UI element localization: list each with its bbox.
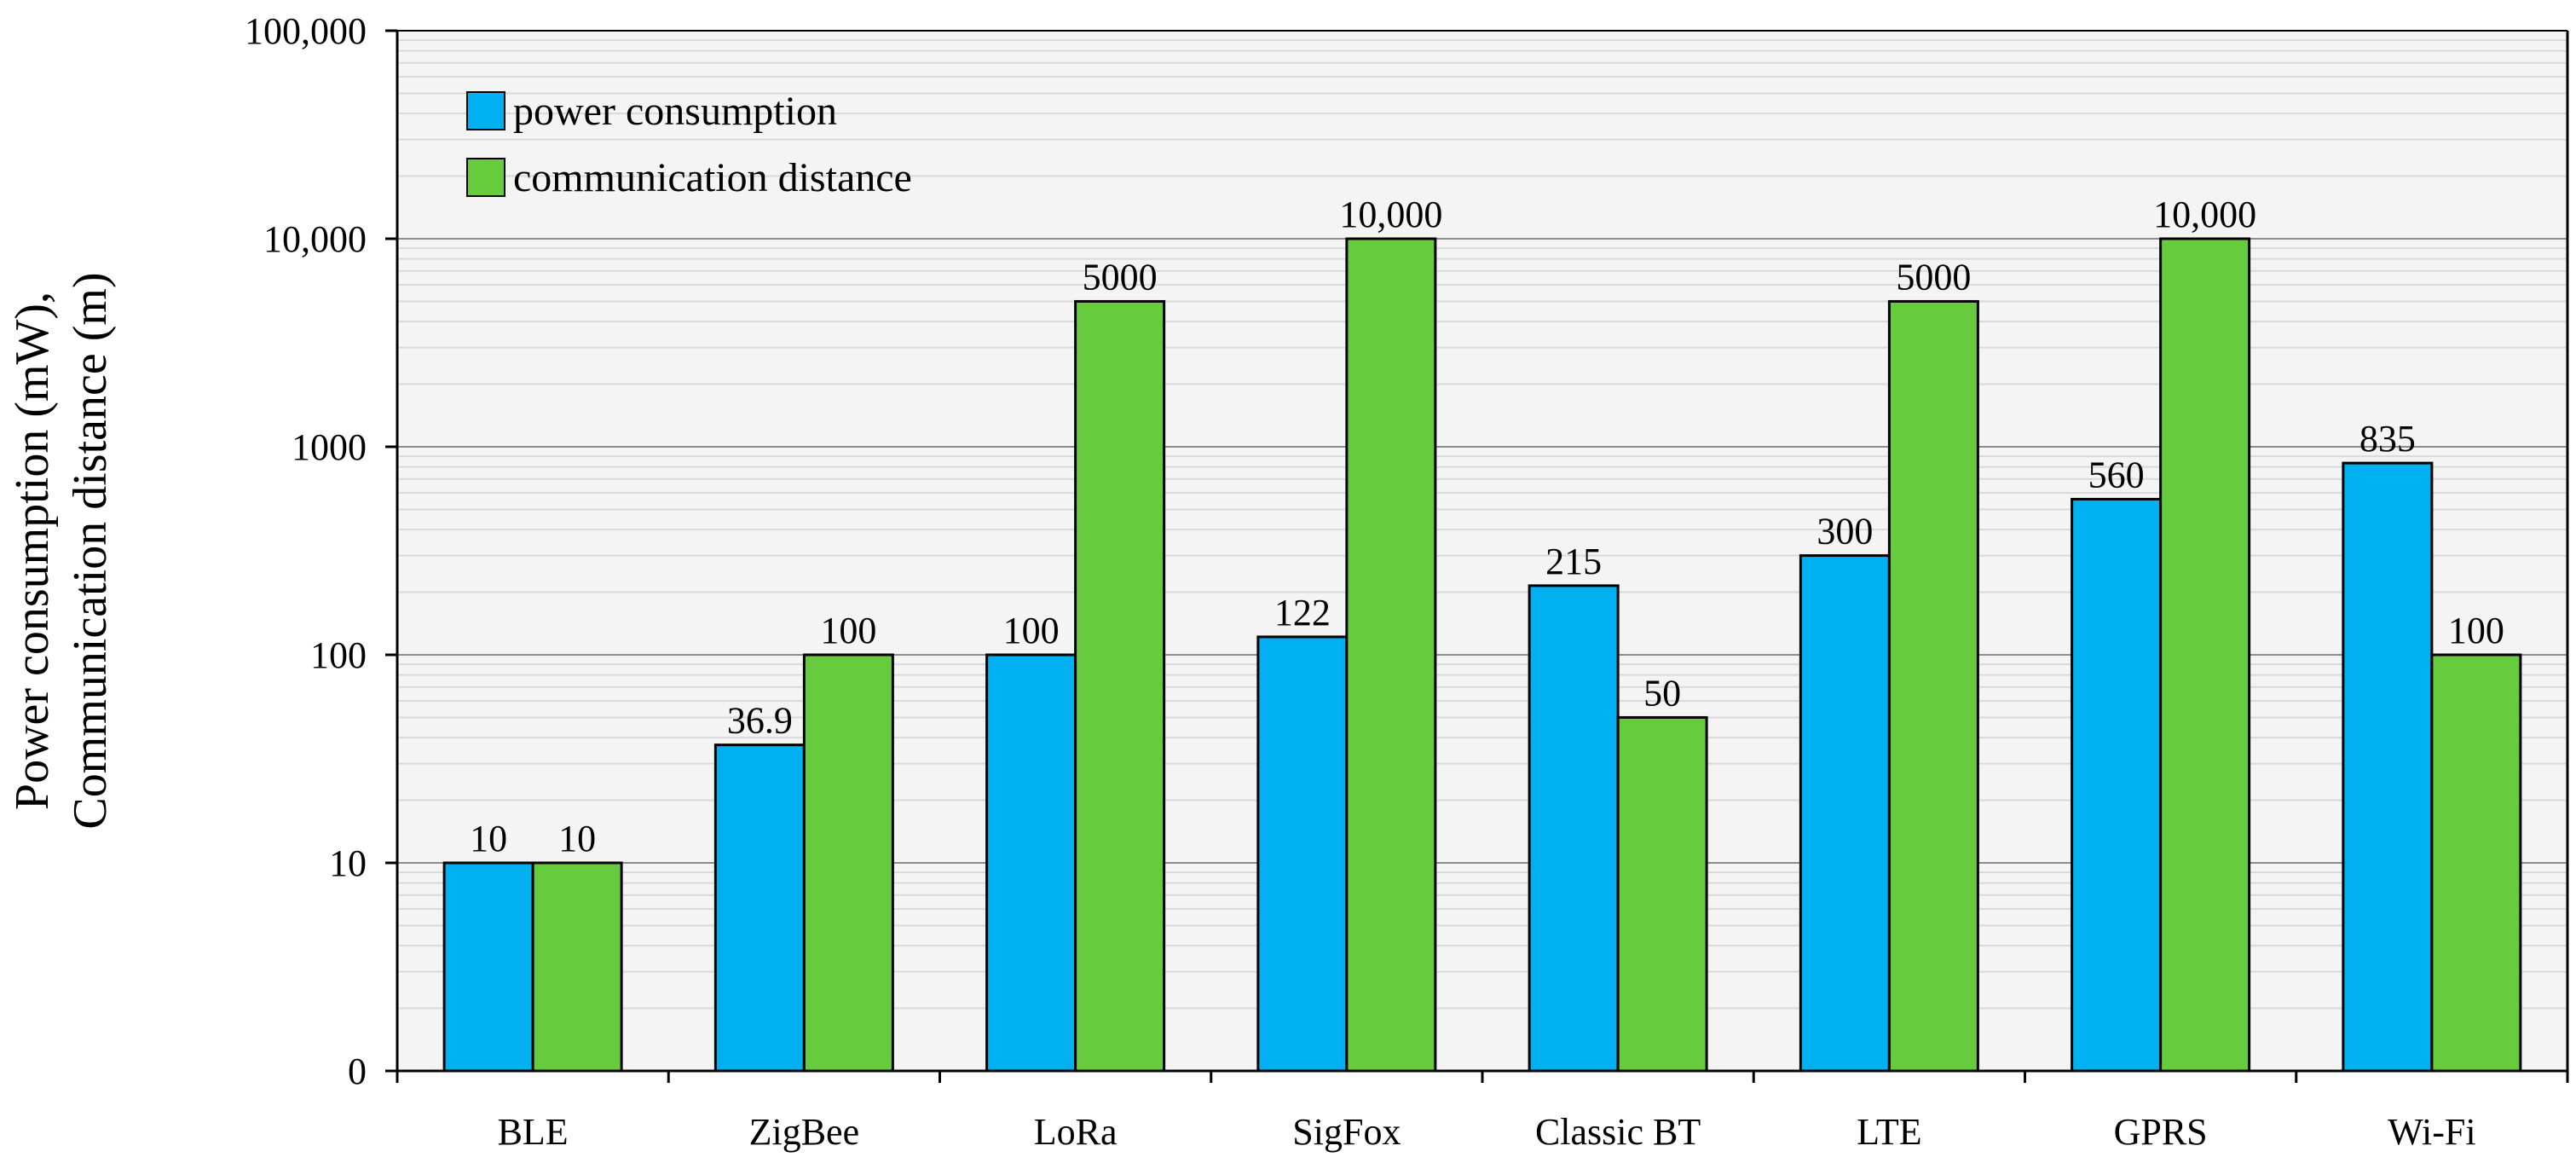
data-label: 10 bbox=[558, 818, 596, 859]
data-label: 10,000 bbox=[2153, 194, 2256, 235]
bar-power-consumption bbox=[713, 744, 806, 1073]
bar-power-consumption bbox=[2342, 461, 2434, 1073]
bar-communication-distance bbox=[2159, 237, 2251, 1073]
x-category-label: SigFox bbox=[1292, 1111, 1401, 1153]
x-category-label: BLE bbox=[498, 1111, 569, 1153]
bar-communication-distance bbox=[1887, 299, 1979, 1073]
bar-communication-distance bbox=[2430, 653, 2522, 1073]
data-label: 100 bbox=[1003, 610, 1060, 651]
x-category-label: LTE bbox=[1857, 1111, 1922, 1153]
bar-power-consumption bbox=[442, 861, 534, 1073]
legend-label-power-consumption: power consumption bbox=[513, 89, 837, 134]
data-label: 10,000 bbox=[1339, 194, 1442, 235]
data-label: 10 bbox=[470, 818, 507, 859]
bar-power-consumption bbox=[1799, 554, 1891, 1073]
data-label: 5000 bbox=[1896, 256, 1971, 298]
bar-communication-distance bbox=[531, 861, 623, 1073]
data-label: 50 bbox=[1643, 672, 1681, 714]
data-label: 100 bbox=[820, 610, 876, 651]
y-tick-label: 10 bbox=[329, 842, 367, 884]
data-label: 36.9 bbox=[727, 700, 793, 742]
label-layer: 10 10 36.9 100 100 5000 122 10,000 215 50 300 5000 5… bbox=[470, 194, 2504, 859]
bar-communication-distance bbox=[1074, 299, 1166, 1073]
data-label: 560 bbox=[2088, 454, 2145, 495]
bar-power-consumption bbox=[985, 653, 1077, 1073]
y-tick-label: 100,000 bbox=[245, 10, 367, 52]
x-category-label: Classic BT bbox=[1535, 1111, 1701, 1153]
bar-communication-distance bbox=[802, 653, 894, 1073]
bar-power-consumption bbox=[1256, 635, 1349, 1073]
y-tick-label: 100 bbox=[310, 634, 367, 676]
bar-communication-distance bbox=[1616, 715, 1708, 1073]
legend: power consumption communication distance bbox=[466, 89, 912, 200]
axis-layer: 0 10 100 1000 10,000 100,000 BLE ZigBee LoRa SigF… bbox=[6, 10, 2569, 1153]
data-label: 300 bbox=[1816, 511, 1873, 553]
y-axis-title-line: Power consumption (mW), bbox=[6, 292, 59, 810]
bar-power-consumption bbox=[1528, 584, 1620, 1073]
y-tick-label: 0 bbox=[348, 1050, 367, 1092]
data-label: 5000 bbox=[1083, 256, 1158, 298]
data-label: 215 bbox=[1545, 541, 1602, 582]
data-label: 100 bbox=[2448, 610, 2504, 651]
data-label: 122 bbox=[1274, 592, 1331, 634]
y-tick-label: 10,000 bbox=[263, 218, 367, 260]
legend-swatch-power-consumption bbox=[466, 91, 505, 130]
y-axis-title-line: Communication distance (m) bbox=[64, 272, 117, 829]
x-category-label: LoRa bbox=[1034, 1111, 1118, 1153]
x-category-label: ZigBee bbox=[749, 1111, 860, 1153]
bar-layer bbox=[442, 237, 2522, 1073]
bar-communication-distance bbox=[1345, 237, 1437, 1073]
data-label: 835 bbox=[2359, 418, 2416, 460]
x-category-label: Wi-Fi bbox=[2388, 1111, 2475, 1153]
legend-label-communication-distance: communication distance bbox=[513, 155, 912, 200]
legend-swatch-communication-distance bbox=[466, 158, 505, 197]
x-category-label: GPRS bbox=[2114, 1111, 2208, 1153]
y-tick-label: 1000 bbox=[292, 426, 367, 468]
bar-power-consumption bbox=[2071, 497, 2163, 1073]
